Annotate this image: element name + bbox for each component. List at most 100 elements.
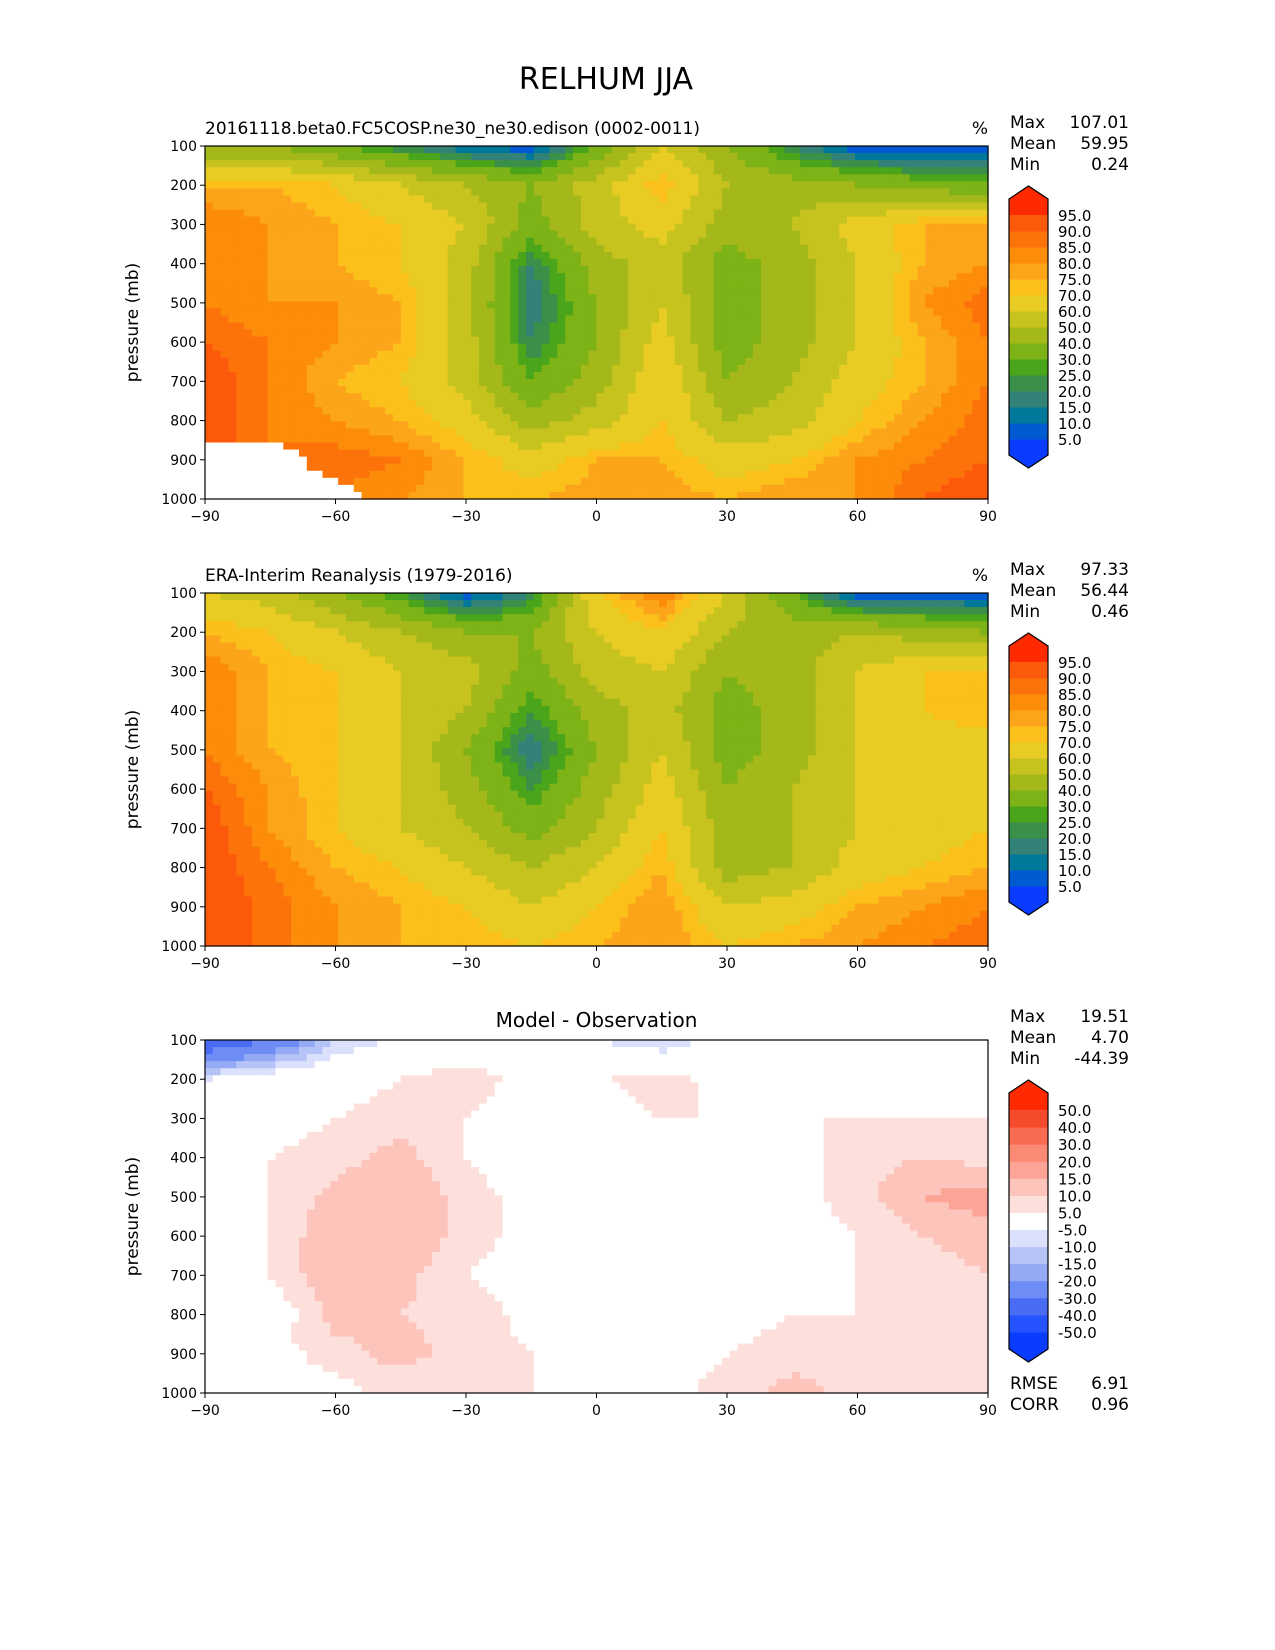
contour-cell <box>322 428 331 437</box>
contour-cell <box>322 160 331 168</box>
contour-cell <box>573 350 582 359</box>
contour-cell <box>533 216 543 225</box>
contour-cell <box>291 343 300 352</box>
contour-cell <box>682 435 692 444</box>
contour-cell <box>244 174 253 182</box>
contour-cell <box>314 308 324 317</box>
contour-cell <box>573 308 582 317</box>
contour-cell <box>353 322 363 331</box>
contour-cell <box>854 167 864 175</box>
contour-cell <box>909 181 919 189</box>
contour-cell <box>580 477 590 486</box>
contour-cell <box>933 343 942 352</box>
contour-cell <box>706 244 715 253</box>
contour-cell <box>948 343 958 352</box>
contour-cell <box>737 237 746 246</box>
contour-cell <box>533 167 543 175</box>
contour-cell <box>385 244 394 253</box>
contour-cell <box>439 484 449 493</box>
contour-cell <box>643 174 652 182</box>
contour-cell <box>455 435 464 444</box>
contour-cell <box>549 477 558 486</box>
contour-cell <box>205 378 214 387</box>
contour-cell <box>588 414 598 422</box>
contour-cell <box>228 435 237 444</box>
contour-cell <box>588 364 598 373</box>
contour-cell <box>353 350 363 359</box>
contour-cell <box>494 146 504 154</box>
contour-cell <box>557 301 566 309</box>
contour-cell <box>251 308 261 317</box>
contour-cell <box>823 364 832 373</box>
contour-cell <box>345 378 355 387</box>
contour-cell <box>666 378 676 387</box>
contour-cell <box>666 329 676 338</box>
contour-cell <box>314 421 324 429</box>
contour-cell <box>416 174 425 182</box>
contour-cell <box>792 174 801 182</box>
contour-cell <box>847 343 856 352</box>
contour-cell <box>439 315 449 324</box>
contour-cell <box>596 343 605 352</box>
contour-cell <box>463 484 472 493</box>
contour-cell <box>565 273 574 281</box>
contour-cell <box>604 188 613 197</box>
contour-cell <box>275 287 284 295</box>
contour-cell <box>604 393 613 401</box>
contour-cell <box>486 315 496 324</box>
contour-cell <box>666 470 676 479</box>
contour-cell <box>674 181 684 189</box>
contour-cell <box>698 195 707 204</box>
contour-cell <box>894 491 903 500</box>
contour-cell <box>886 378 895 387</box>
contour-cell <box>541 266 551 274</box>
contour-cell <box>432 393 441 401</box>
contour-cell <box>941 393 950 401</box>
contour-cell <box>416 477 425 486</box>
contour-cell <box>479 329 488 338</box>
contour-cell <box>533 421 543 429</box>
contour-cell <box>886 146 895 154</box>
contour-cell <box>925 484 934 493</box>
contour-cell <box>526 174 535 182</box>
contour-cell <box>713 146 723 154</box>
contour-cell <box>424 251 433 260</box>
contour-cell <box>815 449 825 458</box>
contour-cell <box>212 216 222 225</box>
contour-cell <box>604 421 613 429</box>
contour-cell <box>251 491 261 500</box>
contour-cell <box>980 378 989 387</box>
contour-cell <box>533 181 543 189</box>
contour-cell <box>557 463 566 472</box>
contour-cell <box>392 209 402 218</box>
contour-cell <box>432 167 441 175</box>
contour-cell <box>283 329 292 338</box>
contour-cell <box>486 484 496 493</box>
contour-cell <box>698 153 707 161</box>
contour-cell <box>244 329 253 338</box>
contour-cell <box>980 209 989 218</box>
contour-cell <box>369 428 378 437</box>
contour-cell <box>361 393 371 401</box>
contour-cell <box>792 336 801 345</box>
contour-cell <box>494 273 504 281</box>
contour-cell <box>721 364 731 373</box>
contour-cell <box>588 484 598 493</box>
contour-cell <box>502 280 511 288</box>
contour-cell <box>306 237 316 246</box>
contour-cell <box>526 202 535 211</box>
contour-cell <box>839 421 848 429</box>
contour-cell <box>792 195 801 204</box>
contour-cell <box>721 230 731 239</box>
contour-cell <box>455 244 464 253</box>
contour-cell <box>690 188 699 197</box>
contour-cell <box>259 463 269 472</box>
contour-cell <box>345 174 355 182</box>
contour-cell <box>619 357 629 366</box>
contour-cell <box>831 223 840 232</box>
contour-cell <box>753 287 762 295</box>
contour-cell <box>964 393 973 401</box>
contour-cell <box>980 146 989 154</box>
contour-cell <box>220 350 230 359</box>
contour-cell <box>392 357 402 366</box>
